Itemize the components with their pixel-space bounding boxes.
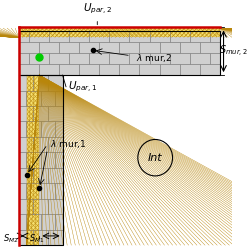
Bar — [33, 168, 48, 183]
Bar — [18, 32, 220, 75]
Bar — [170, 32, 190, 42]
Bar — [150, 53, 170, 64]
Text: $\lambda$ mur,1: $\lambda$ mur,1 — [50, 138, 86, 150]
Bar — [18, 214, 26, 230]
Bar — [33, 75, 48, 90]
Bar — [89, 53, 109, 64]
Bar — [18, 32, 220, 75]
Bar — [18, 168, 33, 183]
Bar — [40, 90, 55, 106]
Bar — [27, 75, 40, 245]
Bar — [28, 53, 49, 64]
Bar — [18, 53, 28, 64]
Bar — [140, 64, 160, 75]
Bar — [27, 75, 40, 245]
Bar — [48, 230, 62, 245]
Text: $S_{M1}$: $S_{M1}$ — [29, 232, 44, 245]
Bar — [190, 53, 210, 64]
Bar — [190, 32, 210, 42]
Bar — [55, 122, 62, 137]
Bar — [18, 137, 33, 152]
Bar — [40, 152, 55, 168]
Bar — [160, 64, 180, 75]
Bar — [89, 32, 109, 42]
Bar — [210, 32, 220, 42]
Bar — [59, 64, 79, 75]
Bar — [18, 230, 33, 245]
Bar — [18, 183, 26, 199]
Bar — [129, 32, 150, 42]
Bar — [109, 53, 129, 64]
Bar — [18, 28, 220, 38]
Bar — [55, 152, 62, 168]
Text: $U_{par,1}$: $U_{par,1}$ — [68, 80, 98, 94]
Bar — [48, 75, 62, 90]
Bar — [18, 122, 26, 137]
Bar — [18, 75, 62, 245]
Bar — [160, 42, 180, 53]
Bar — [170, 53, 190, 64]
Bar — [200, 64, 220, 75]
Bar — [33, 230, 48, 245]
Bar — [26, 183, 40, 199]
Bar — [26, 152, 40, 168]
Bar — [59, 42, 79, 53]
Text: $S_{mur,2}$: $S_{mur,2}$ — [219, 44, 248, 59]
Bar — [49, 53, 69, 64]
Bar — [39, 42, 59, 53]
Bar — [18, 42, 39, 53]
Bar — [18, 90, 26, 106]
Bar — [69, 53, 89, 64]
Bar — [33, 137, 48, 152]
Bar — [79, 64, 99, 75]
Bar — [129, 53, 150, 64]
Bar — [40, 122, 55, 137]
Text: $S_{M2}$: $S_{M2}$ — [3, 232, 19, 245]
Bar — [18, 199, 33, 214]
Bar — [55, 214, 62, 230]
Bar — [180, 42, 200, 53]
Bar — [18, 106, 33, 122]
Bar — [150, 32, 170, 42]
Bar — [49, 32, 69, 42]
Bar — [33, 199, 48, 214]
Bar — [39, 64, 59, 75]
Bar — [26, 122, 40, 137]
Bar — [119, 42, 140, 53]
Bar — [48, 199, 62, 214]
Bar — [99, 42, 119, 53]
Bar — [18, 75, 62, 245]
Bar — [18, 32, 28, 42]
Text: $U_{par,2}$: $U_{par,2}$ — [83, 2, 112, 16]
Bar — [18, 28, 220, 38]
Bar — [18, 152, 26, 168]
Bar — [55, 90, 62, 106]
Bar — [180, 64, 200, 75]
Bar — [210, 53, 220, 64]
Bar — [18, 64, 39, 75]
Text: Int: Int — [148, 153, 162, 163]
Bar — [79, 42, 99, 53]
Bar — [55, 183, 62, 199]
Bar — [119, 64, 140, 75]
Bar — [109, 32, 129, 42]
Bar — [40, 214, 55, 230]
Bar — [28, 32, 49, 42]
Bar — [140, 42, 160, 53]
Bar — [26, 214, 40, 230]
Bar — [18, 75, 33, 90]
Text: $\lambda$ mur,2: $\lambda$ mur,2 — [136, 52, 172, 64]
Bar — [48, 137, 62, 152]
Bar — [40, 183, 55, 199]
Bar — [26, 90, 40, 106]
Bar — [69, 32, 89, 42]
Bar — [48, 106, 62, 122]
Bar — [99, 64, 119, 75]
Bar — [48, 168, 62, 183]
Bar — [33, 106, 48, 122]
Bar — [200, 42, 220, 53]
